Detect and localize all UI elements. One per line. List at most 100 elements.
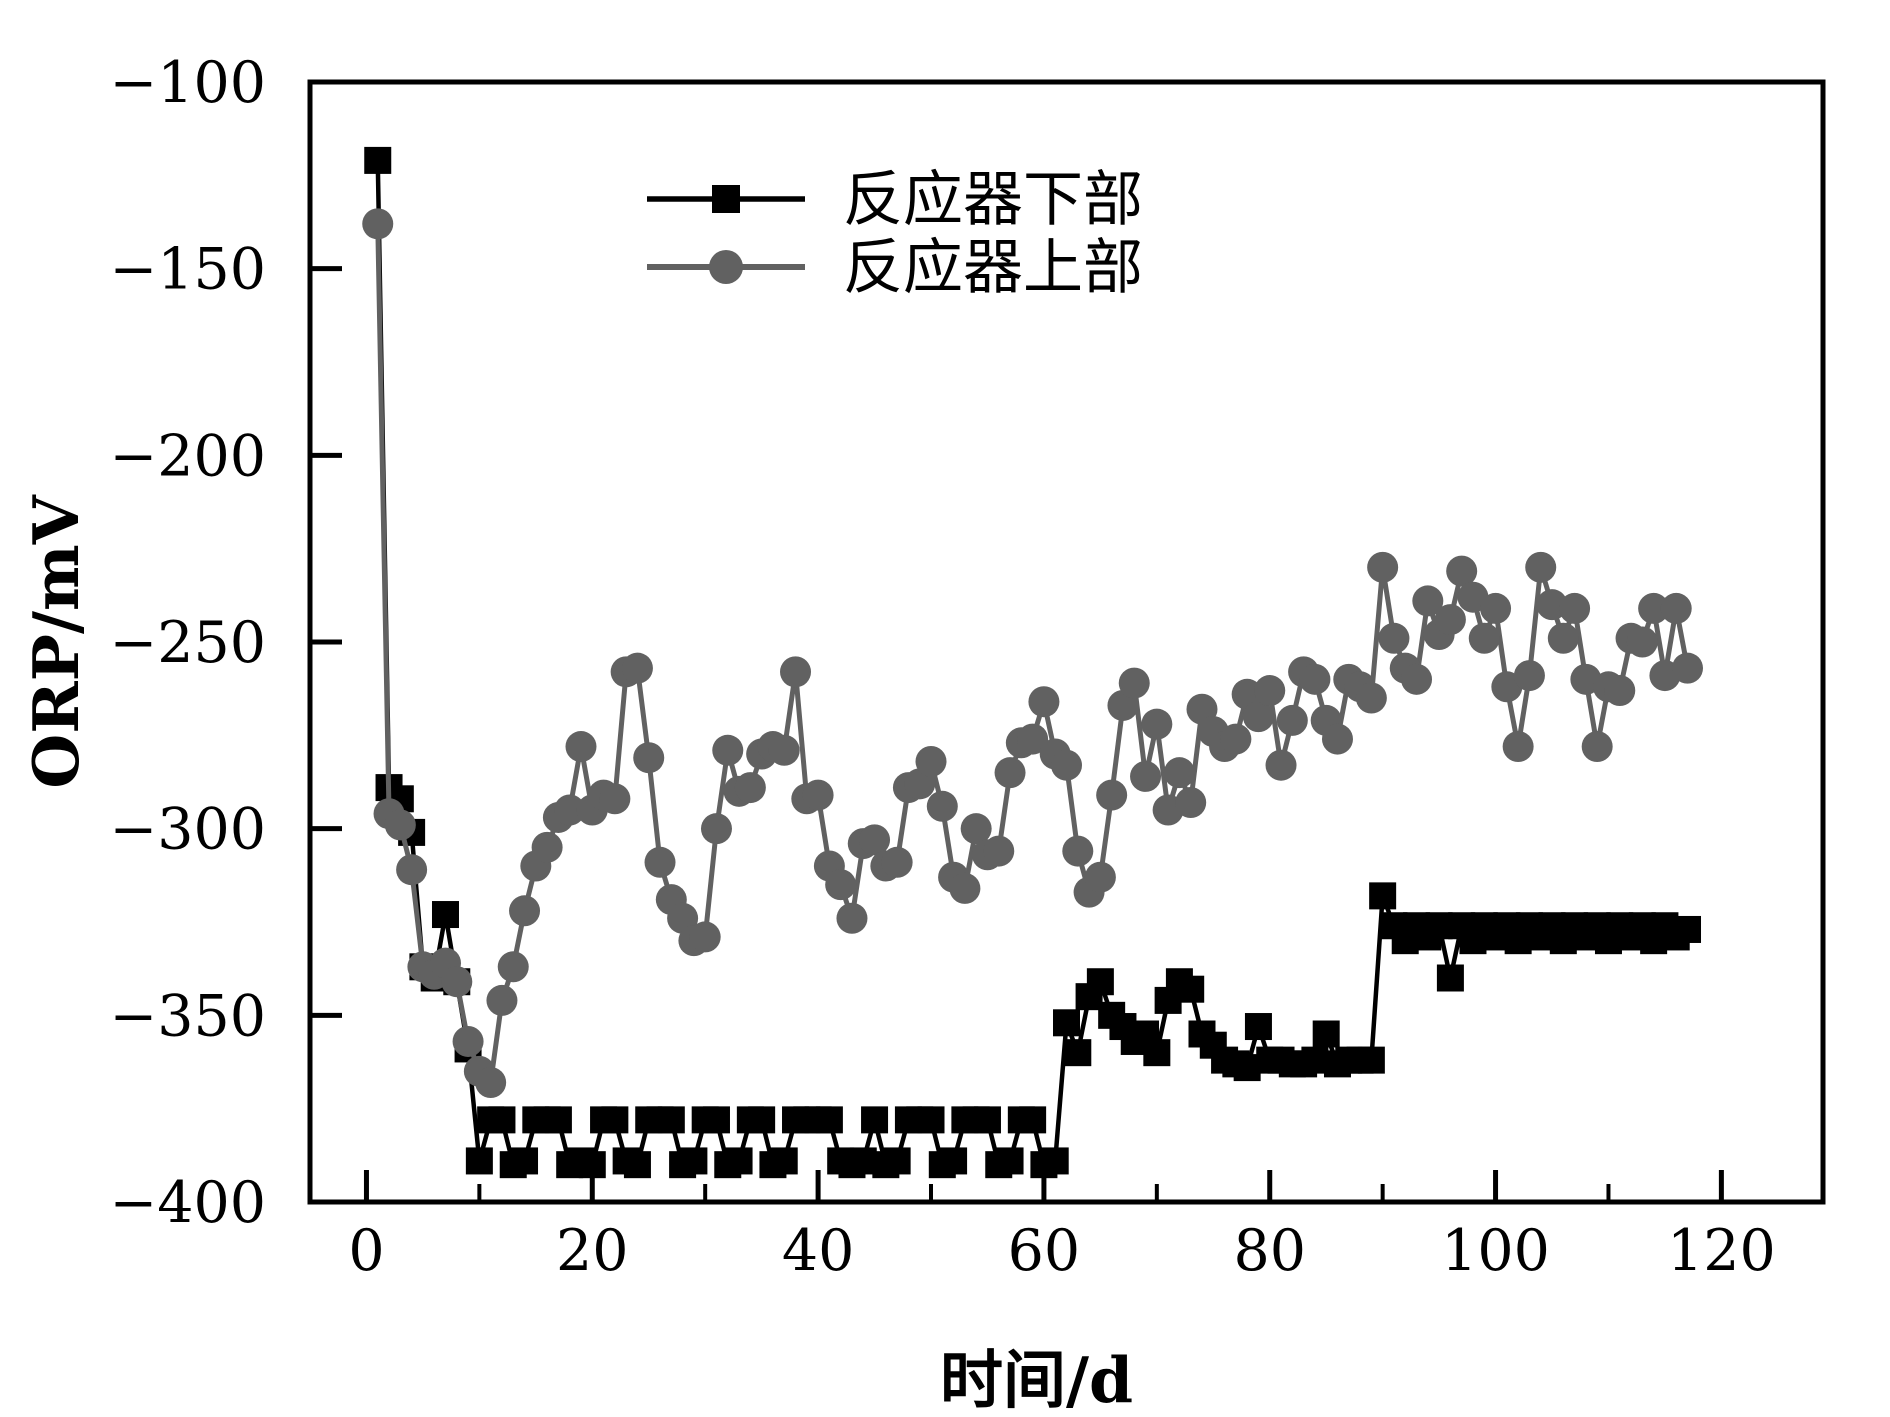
data-point-circle <box>1401 663 1433 695</box>
data-point-circle <box>700 813 732 845</box>
data-point-square <box>364 146 392 174</box>
data-point-square <box>601 1106 629 1134</box>
data-point-circle <box>1220 723 1252 755</box>
data-point-circle <box>1513 660 1545 692</box>
data-point-square <box>1143 1039 1171 1067</box>
data-point-circle <box>1084 861 1116 893</box>
x-axis-tick-label: 80 <box>1233 1218 1306 1284</box>
data-point-square <box>883 1147 911 1175</box>
y-axis-tick-label: −400 <box>109 1170 266 1236</box>
data-point-circle <box>949 872 981 904</box>
data-point-circle <box>644 846 676 878</box>
data-point-circle <box>1254 675 1286 707</box>
data-point-square <box>815 1106 843 1134</box>
data-point-square <box>1244 1013 1272 1041</box>
data-point-square <box>725 1147 753 1175</box>
data-point-circle <box>441 966 473 998</box>
data-point-square <box>748 1106 776 1134</box>
data-point-square <box>623 1151 651 1179</box>
data-point-square <box>996 1147 1024 1175</box>
data-point-circle <box>915 745 947 777</box>
data-point-square <box>1041 1147 1069 1175</box>
data-point-circle <box>1130 760 1162 792</box>
data-point-circle <box>1051 749 1082 781</box>
data-point-square <box>770 1147 798 1175</box>
data-point-square <box>578 1151 606 1179</box>
x-axis-title: 时间/d <box>940 1343 1133 1417</box>
data-point-square <box>702 1106 730 1134</box>
y-axis-tick-label: −100 <box>109 50 266 116</box>
data-point-circle <box>1660 592 1692 624</box>
data-point-circle <box>1141 708 1173 740</box>
legend-item-lower-reactor: 反应器下部 <box>647 165 1143 235</box>
data-point-square <box>1357 1046 1385 1074</box>
data-point-square <box>1233 1054 1261 1082</box>
data-point-square <box>680 1147 708 1175</box>
data-point-circle <box>1638 592 1670 624</box>
data-point-square <box>1436 964 1464 992</box>
data-point-circle <box>926 790 958 822</box>
y-axis-tick-label: −200 <box>109 423 266 489</box>
data-point-circle <box>362 208 394 240</box>
x-axis-tick-label: 20 <box>556 1218 629 1284</box>
y-axis-tick-label: −300 <box>109 797 266 863</box>
data-point-circle <box>1175 787 1207 819</box>
data-point-square <box>1177 975 1205 1003</box>
data-point-circle <box>881 846 913 878</box>
x-axis-tick-label: 40 <box>782 1218 855 1284</box>
x-axis-tick-label: 60 <box>1008 1218 1081 1284</box>
data-point-circle <box>554 794 586 826</box>
data-point-circle <box>475 1067 507 1099</box>
data-point-circle <box>689 921 721 953</box>
data-point-square <box>1312 1020 1340 1048</box>
data-point-circle <box>802 779 834 811</box>
data-point-square <box>1064 1039 1092 1067</box>
data-point-square <box>544 1106 572 1134</box>
data-point-circle <box>780 656 812 688</box>
data-point-circle <box>1242 701 1274 733</box>
data-point-circle <box>633 742 665 774</box>
data-point-square <box>940 1147 968 1175</box>
data-point-circle <box>1299 663 1331 695</box>
data-point-circle <box>384 809 416 841</box>
y-axis-tick-label: −350 <box>109 983 266 1049</box>
data-point-circle <box>1096 779 1128 811</box>
data-point-circle <box>396 854 428 886</box>
data-point-circle <box>836 902 868 934</box>
data-point-circle <box>1028 686 1060 718</box>
data-point-square <box>849 1147 877 1175</box>
data-point-circle <box>1378 622 1410 654</box>
data-point-square <box>1301 1046 1329 1074</box>
data-point-circle <box>1412 585 1444 617</box>
data-point-square <box>1053 1009 1080 1037</box>
legend-marker-circle <box>709 250 743 284</box>
data-point-circle <box>1604 675 1636 707</box>
x-axis-tick-label: 120 <box>1667 1218 1776 1284</box>
data-point-circle <box>1355 682 1387 714</box>
data-point-square <box>1019 1106 1047 1134</box>
series-lower-reactor <box>364 146 1702 1179</box>
data-point-circle <box>621 652 653 684</box>
data-point-square <box>1425 912 1453 940</box>
legend-label: 反应器下部 <box>843 165 1143 235</box>
data-point-circle <box>768 734 800 766</box>
data-point-square <box>511 1147 539 1175</box>
data-point-circle <box>1276 704 1308 736</box>
series-line-upper <box>375 223 1690 1088</box>
data-point-circle <box>1672 652 1704 684</box>
series-upper-reactor <box>362 208 1704 1099</box>
data-point-square <box>861 1106 889 1134</box>
y-axis: −100 −150 −200 −250 −300 −350 −400 <box>109 50 342 1236</box>
y-axis-tick-label: −150 <box>109 237 266 303</box>
data-point-circle <box>1062 835 1094 867</box>
data-point-square <box>1674 915 1702 943</box>
data-point-circle <box>486 984 518 1016</box>
data-point-square <box>431 901 459 929</box>
data-point-square <box>657 1106 685 1134</box>
data-point-circle <box>497 951 529 983</box>
y-axis-tick-label: −250 <box>109 610 266 676</box>
data-point-circle <box>983 835 1015 867</box>
